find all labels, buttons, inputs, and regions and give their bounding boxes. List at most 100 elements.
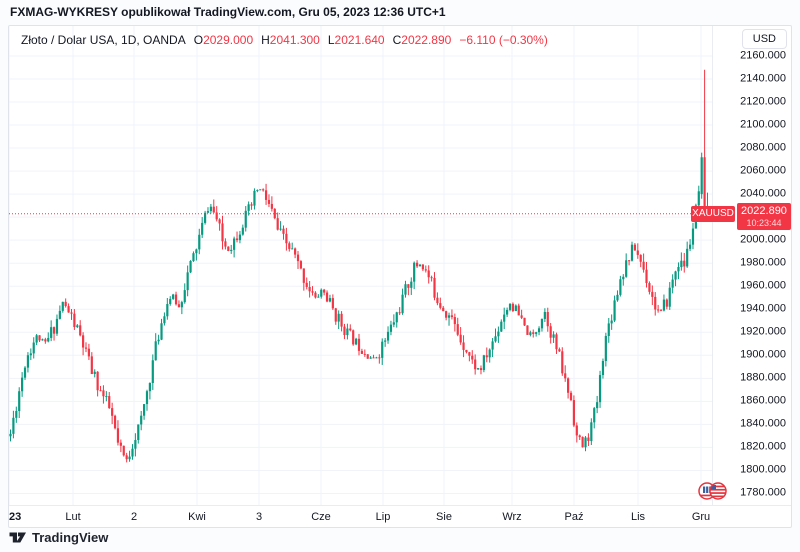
candle-body [206,211,210,213]
candle-body [549,326,552,338]
candle-body [622,276,625,280]
candle-body [514,305,517,312]
candle-body [500,321,503,332]
candle-body [308,286,311,292]
price-axis-label: 1880.000 [740,371,786,384]
chart-legend[interactable]: Złoto / Dolar USA, 1D, OANDA O2029.000 H… [21,33,548,47]
candle-body [262,189,265,191]
candle-body [84,347,88,349]
candle-body [279,228,282,230]
candle-body [561,351,564,374]
price-axis-label: 1800.000 [740,463,786,476]
candle-body [122,445,125,456]
candle-body [238,234,242,241]
time-axis-label: Lut [65,511,81,523]
ohlc-open: O2029.000 [193,33,254,47]
candle-body [598,375,602,403]
candle-body [355,338,358,345]
candle-body [195,249,198,254]
candle-body [459,334,462,343]
candle-body [691,228,695,245]
candle-body [311,291,314,293]
price-change: −6.110 (−0.30%) [459,33,548,47]
price-axis-label: 2080.000 [740,141,786,154]
candle-body [21,377,24,392]
candle-body [540,318,544,329]
candle-body [276,218,279,230]
candle-body [543,311,546,319]
candle-body [627,260,631,262]
candle-body [166,304,169,317]
candle-body [256,190,259,192]
candle-body [259,189,262,191]
candle-body [67,306,70,313]
candle-body [87,348,91,357]
candle-body [389,324,393,332]
candle-body [572,400,576,426]
price-axis-label: 1960.000 [740,279,786,292]
candle-body [250,204,253,206]
candle-body [70,312,73,314]
candle-body [134,440,137,449]
candle-body [703,157,706,207]
time-axis-label: 3 [255,511,263,523]
candle-body [247,204,250,211]
bar-countdown-timer: 10:23:44 [746,218,782,228]
candle-body [677,267,680,272]
tradingview-attribution[interactable]: TradingView [9,530,108,545]
candle-body [58,310,61,319]
candle-body [575,425,578,436]
symbol-price-line-tag: XAUUSD [691,206,735,222]
candle-body [119,442,122,446]
candle-body [601,361,605,376]
candle-body [700,157,703,195]
candle-body [369,357,372,359]
price-axis-label: 1840.000 [740,417,786,430]
candle-body [630,244,634,261]
time-axis-label: 2023 [8,511,22,523]
candle-body [633,244,636,251]
candle-body [128,456,131,460]
time-axis-label: Lis [630,511,646,523]
currency-toggle-button[interactable]: USD [741,29,787,49]
candle-body [294,248,297,255]
time-axis-label: 2 [130,511,138,523]
candle-body [474,359,477,370]
candle-body [442,307,445,312]
candle-body [189,260,192,273]
candle-body [642,261,645,270]
candle-body [76,325,79,328]
candle-body [244,210,247,228]
candle-body [381,341,384,358]
candle-body [253,190,256,206]
candle-body [18,391,21,412]
candle-body [688,244,692,249]
candle-body [93,371,96,374]
time-axis-separator[interactable] [9,505,791,506]
candle-body [462,342,465,350]
symbol-title[interactable]: Złoto / Dolar USA, 1D, OANDA [21,33,186,47]
candle-body [288,243,291,249]
candle-body [90,356,93,374]
xau-usd-flags-icon [698,482,727,500]
candle-body [427,270,430,278]
candle-body [151,360,154,384]
candle-body [163,316,166,324]
candle-body [665,299,668,307]
candle-body [447,315,451,318]
chart-plot-area[interactable] [9,26,712,505]
candle-body [41,339,44,341]
candle-body [174,294,178,305]
tradingview-logo-icon [9,532,26,543]
price-axis-separator[interactable] [712,26,713,505]
time-axis-label: Lip [375,511,391,523]
candle-body [270,203,273,209]
candle-body [456,324,459,335]
candle-body [587,437,590,442]
candle-body [320,289,323,297]
price-axis-label: 1920.000 [740,325,786,338]
candle-body [590,422,593,442]
price-axis-label: 1940.000 [740,302,786,315]
candle-body [529,332,532,335]
candle-body [102,390,105,397]
